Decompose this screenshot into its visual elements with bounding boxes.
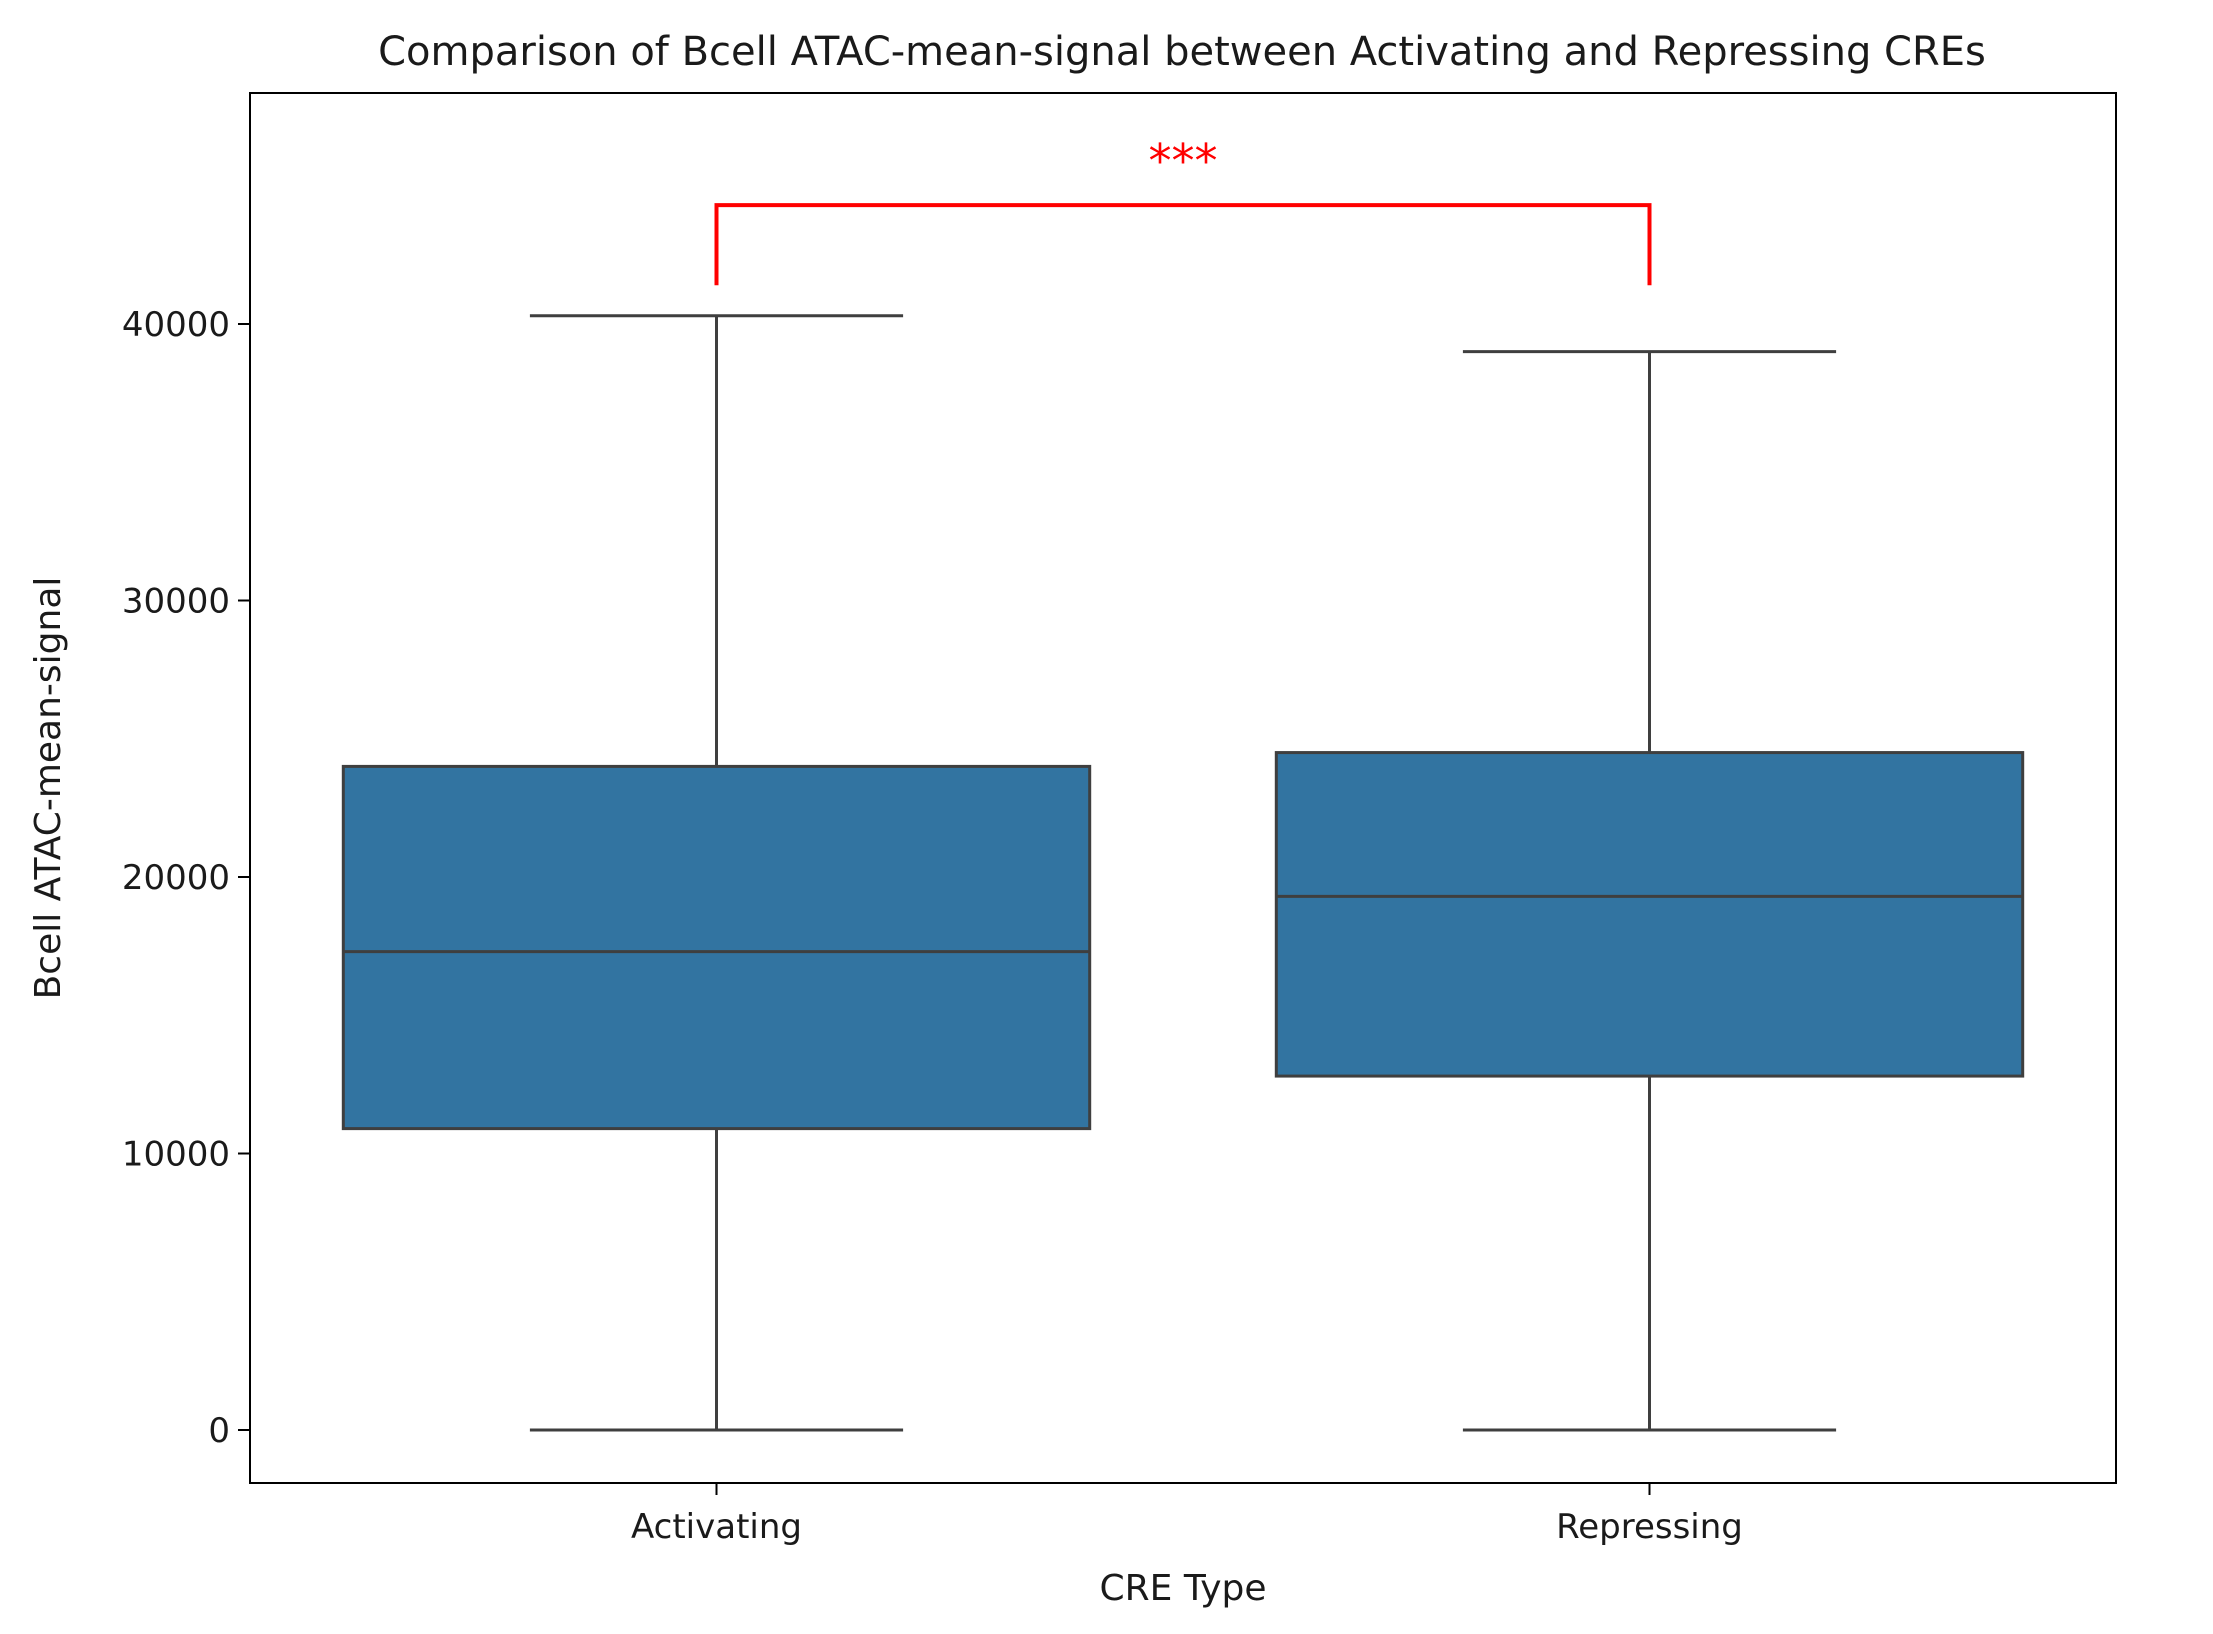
- iqr-box: [341, 764, 1092, 1131]
- chart-title: Comparison of Bcell ATAC-mean-signal bet…: [378, 29, 1986, 75]
- x-tick-label: Activating: [631, 1507, 802, 1547]
- y-tick-label: 20000: [122, 858, 230, 898]
- boxes-layer: [341, 314, 2025, 1432]
- plot-area-frame: [249, 92, 2117, 1484]
- iqr-box: [1274, 751, 2025, 1078]
- significance-line: [714, 203, 1652, 286]
- box-activating: [341, 314, 1092, 1432]
- y-tick-label: 30000: [122, 582, 230, 622]
- y-tick-label: 40000: [122, 305, 230, 345]
- significance-label: ***: [1149, 134, 1218, 188]
- y-tick-label: 10000: [122, 1135, 230, 1175]
- box-repressing: [1274, 350, 2025, 1432]
- x-axis-ticks: Activating Repressing: [631, 1483, 1743, 1547]
- y-axis-ticks: 0 10000 20000 30000 40000: [122, 305, 250, 1451]
- significance-bracket: ***: [714, 134, 1652, 286]
- x-axis-label: CRE Type: [1099, 1568, 1266, 1609]
- y-axis-label: Bcell ATAC-mean-signal: [28, 577, 69, 1000]
- x-tick-label: Repressing: [1556, 1507, 1743, 1547]
- y-tick-label: 0: [208, 1411, 230, 1451]
